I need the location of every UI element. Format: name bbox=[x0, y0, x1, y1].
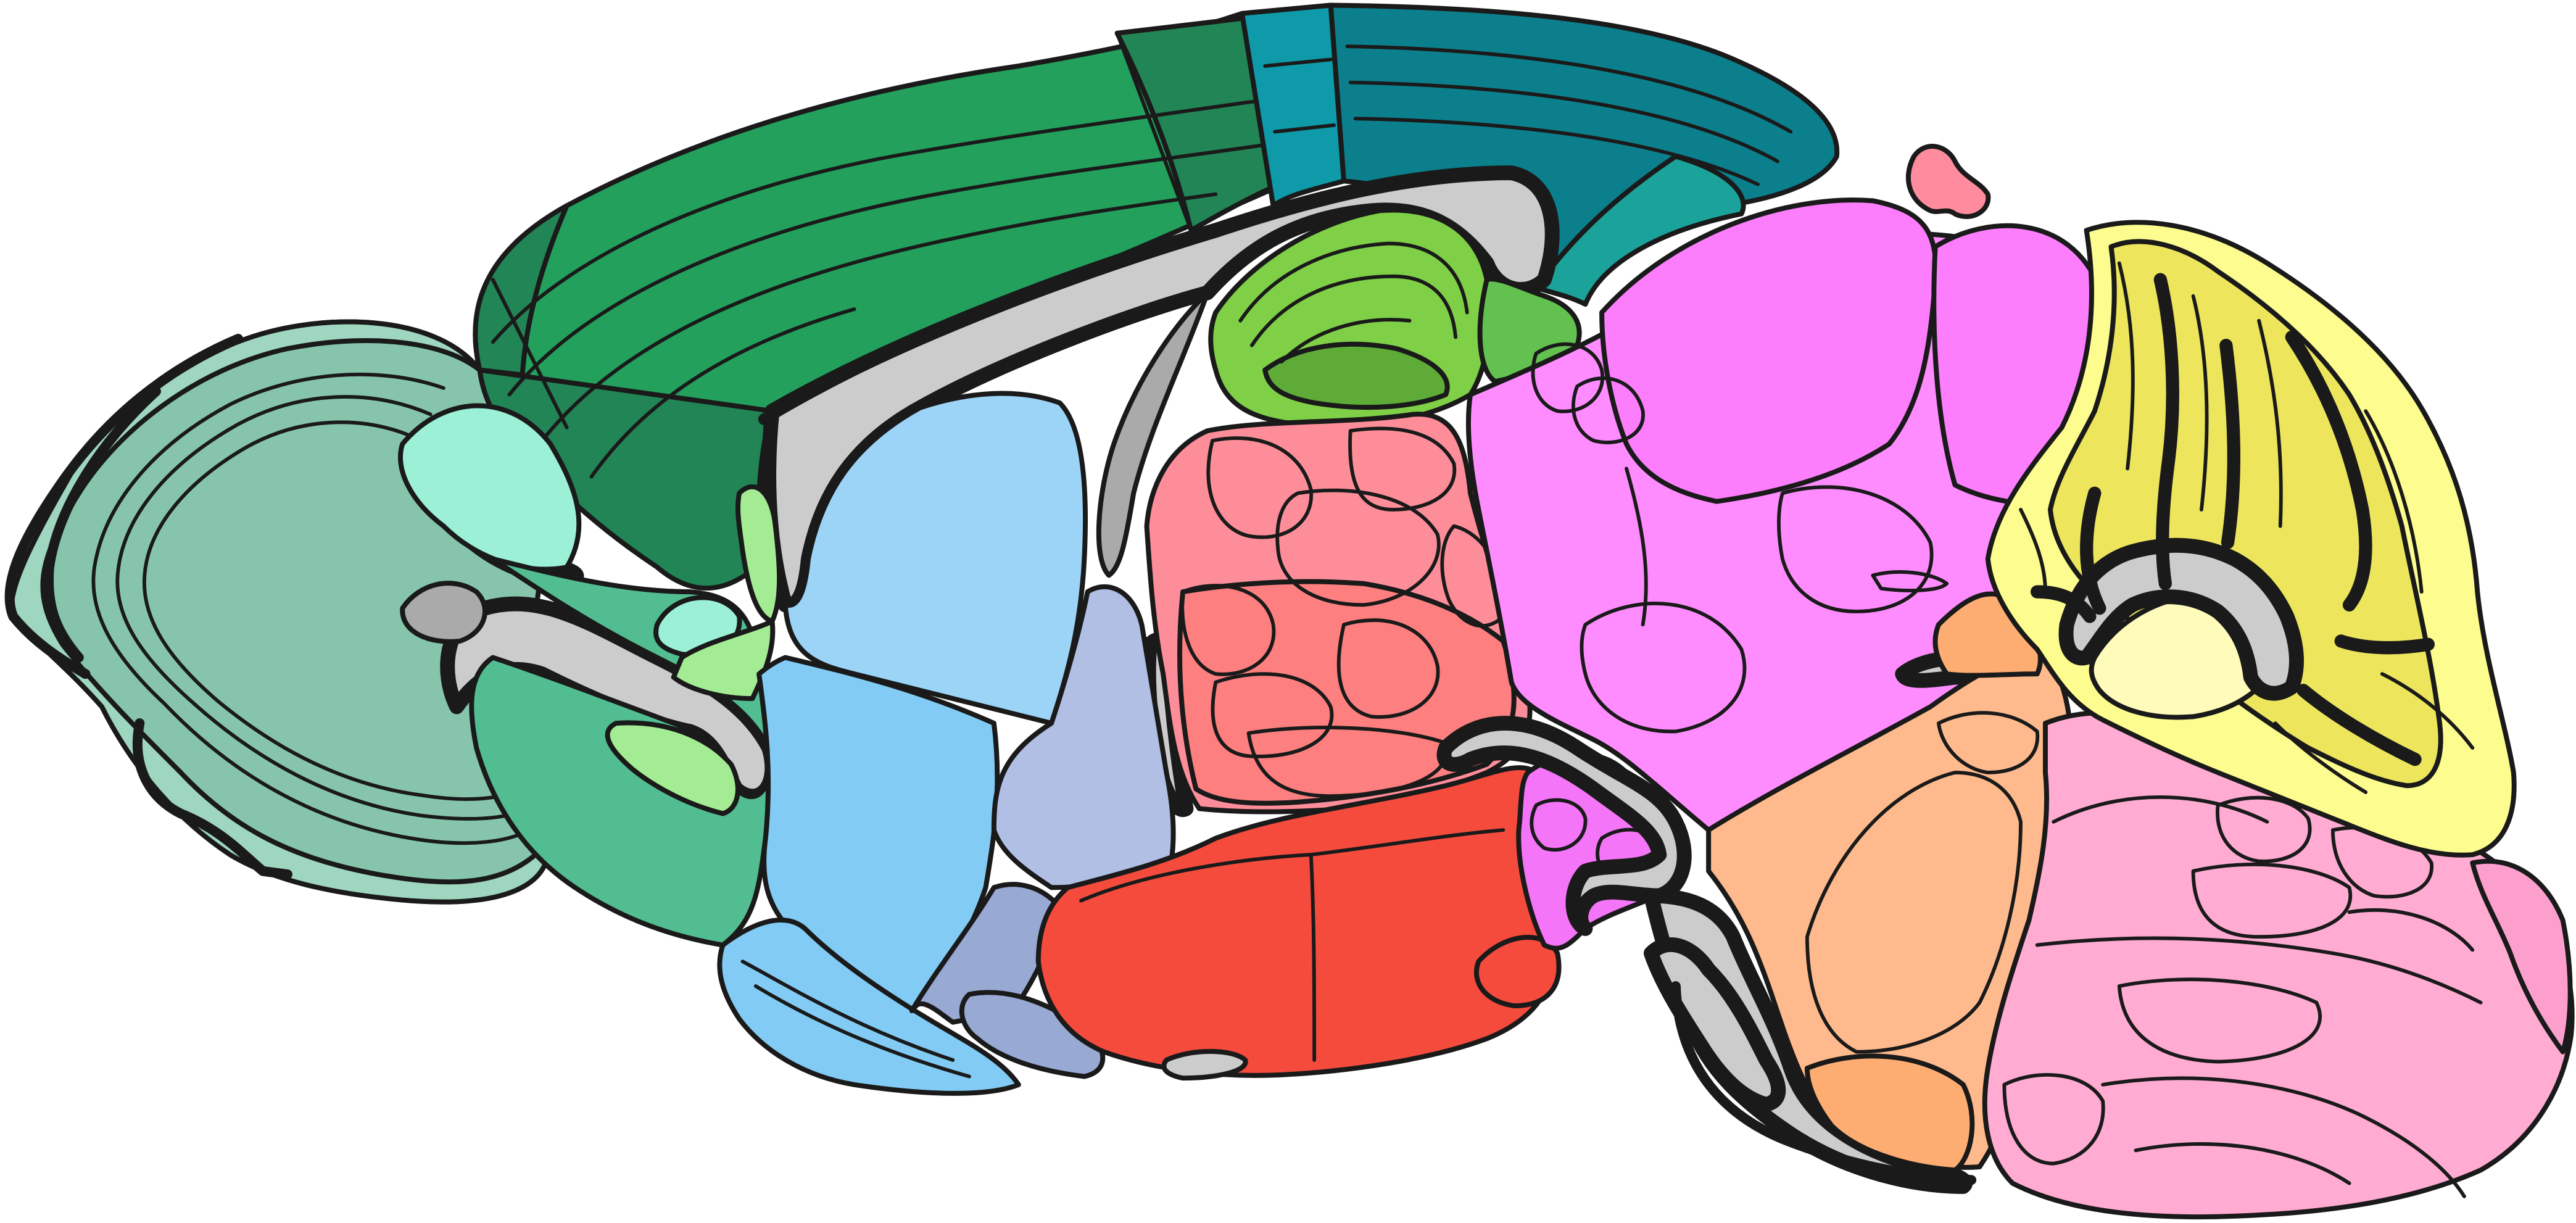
pons-nucleus bbox=[1936, 711, 2040, 774]
cortex-layer-line bbox=[507, 143, 1267, 397]
cortex-layer-line bbox=[491, 90, 1333, 344]
thalamus-deep bbox=[1177, 579, 1517, 806]
thalamus-nucleus bbox=[1180, 584, 1276, 676]
hippocampus-layer bbox=[1238, 241, 1469, 323]
mammillary-body bbox=[1473, 935, 1562, 1009]
hypothalamus-nucleus bbox=[1309, 853, 1317, 1062]
cerebellar-folium bbox=[2117, 261, 2135, 471]
fourth-ventricle-loop bbox=[1643, 937, 1786, 1112]
hippocampus-layer bbox=[1249, 274, 1458, 347]
medulla-nucleus bbox=[2347, 908, 2475, 952]
cortex-teal-layer bbox=[1273, 123, 1336, 134]
cortex-teal-layer bbox=[1263, 57, 1333, 68]
cortex-layer-line bbox=[491, 278, 569, 429]
midbrain-superior-colliculus bbox=[1599, 197, 1939, 504]
cerebellar-folium bbox=[2019, 507, 2047, 594]
midbrain-nucleus bbox=[1531, 342, 1605, 413]
cerebral-aqueduct bbox=[1436, 716, 1692, 936]
claustrum-light-green bbox=[605, 720, 740, 816]
accumbens-layer bbox=[753, 984, 971, 1079]
cerebellar-folium bbox=[2257, 318, 2283, 528]
pallidum bbox=[991, 584, 1176, 890]
medulla-nucleus bbox=[2117, 977, 2322, 1064]
olfactory-lower-outline-heavy bbox=[133, 718, 292, 880]
olfactory-layer-line bbox=[91, 372, 531, 845]
fiber-tract-dark bbox=[1096, 290, 1211, 578]
cortex-area-boundary bbox=[1115, 31, 1193, 233]
midbrain-nucleus bbox=[1871, 570, 1949, 592]
thalamus-nucleus bbox=[1275, 488, 1441, 607]
thalamus-nucleus bbox=[1348, 426, 1457, 512]
pons-lower bbox=[1804, 1053, 1975, 1173]
midbrain-nucleus bbox=[1530, 798, 1588, 852]
striatum-dorsal bbox=[782, 391, 1088, 726]
olfactory-outline-heavy bbox=[4, 334, 244, 679]
lateral-septal-light bbox=[671, 618, 776, 702]
thalamus-nucleus bbox=[1211, 672, 1334, 758]
thalamus-nucleus bbox=[1336, 618, 1440, 719]
septum-green-strip bbox=[735, 484, 782, 624]
cerebellum-folia-dark bbox=[2047, 239, 2443, 789]
medulla-nucleus bbox=[2216, 795, 2312, 863]
midbrain-nucleus bbox=[1625, 466, 1648, 627]
cortex-teal-layer bbox=[1345, 44, 1793, 134]
hippocampus-layer bbox=[1279, 318, 1412, 364]
cerebellar-fissure bbox=[2296, 684, 2422, 766]
cerebellar-folium bbox=[2380, 672, 2475, 750]
pallidum-bottom bbox=[959, 990, 1106, 1079]
accumbens-layer bbox=[740, 960, 955, 1062]
medulla-nucleus bbox=[2035, 936, 2483, 1005]
nucleus-accumbens bbox=[717, 918, 1021, 1096]
medulla-nucleus bbox=[2101, 1076, 2466, 1198]
fiber-tract-anterior bbox=[400, 581, 487, 644]
olfactory-layer-line bbox=[115, 395, 521, 821]
cortex-layer-line bbox=[589, 307, 856, 479]
thalamus-nucleus bbox=[1206, 436, 1314, 539]
medulla-posterior bbox=[2470, 858, 2573, 1055]
medulla-nucleus bbox=[2052, 795, 2269, 824]
corpus-callosum-outline-heavy bbox=[758, 167, 1517, 425]
pons-nucleus bbox=[1805, 771, 2023, 1054]
olfactory-inner-outline-heavy bbox=[44, 386, 161, 663]
hindbrain-outline-heavy bbox=[1670, 981, 1977, 1185]
pineal-gland bbox=[1905, 144, 1991, 219]
cerebellar-folium bbox=[2191, 294, 2209, 512]
hypothalamus-nucleus bbox=[1079, 828, 1505, 903]
midbrain-nucleus bbox=[1777, 485, 1934, 613]
cerebellar-fissure bbox=[2219, 339, 2241, 549]
midbrain-nucleus bbox=[1572, 376, 1645, 444]
olfactory-layer-line bbox=[142, 420, 515, 801]
cerebellar-folium bbox=[2364, 409, 2424, 594]
pituitary-stalk bbox=[1161, 1048, 1248, 1081]
olfactory-tubercle bbox=[397, 403, 582, 572]
cerebellar-fissure bbox=[2153, 273, 2179, 591]
cerebellar-folium bbox=[2273, 721, 2368, 794]
medulla-nucleus bbox=[2002, 1073, 2105, 1166]
midbrain-nucleus bbox=[1580, 602, 1747, 734]
thalamus-nucleus bbox=[1246, 726, 1449, 798]
isocortex-anterior bbox=[473, 203, 569, 378]
cerebellar-fissure bbox=[2080, 486, 2106, 615]
cerebellar-fissure bbox=[2285, 330, 2372, 612]
medulla-nucleus bbox=[2134, 1142, 2351, 1185]
cortex-teal-layer bbox=[1348, 80, 1779, 164]
cortex-layer-line bbox=[540, 192, 1218, 443]
retrosplenial-cortex bbox=[1533, 154, 1746, 307]
cerebellar-fissure bbox=[2334, 634, 2435, 655]
cortex-teal-layer bbox=[1353, 117, 1760, 186]
dentate-gyrus bbox=[1262, 341, 1450, 410]
medulla-nucleus bbox=[2191, 862, 2353, 939]
